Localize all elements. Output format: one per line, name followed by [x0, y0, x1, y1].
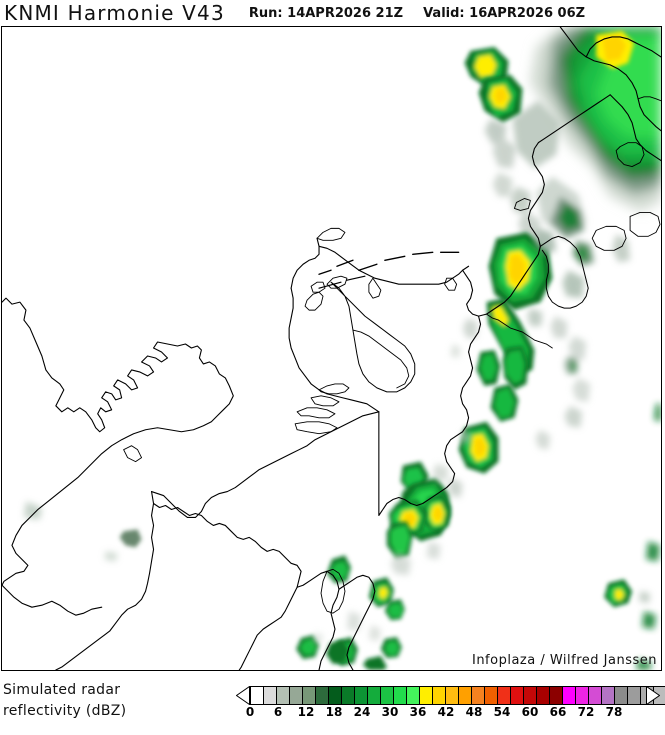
colorbar-left-arrow-icon — [236, 686, 250, 705]
header-bar: KNMI Harmonie V43 Run: 14APR2026 21Z Val… — [0, 0, 665, 26]
colorbar-tick: 30 — [381, 705, 399, 719]
colorbar-tick: 12 — [297, 705, 315, 719]
valid-timestamp: Valid: 16APR2026 06Z — [423, 5, 586, 21]
colorbar-cell — [550, 687, 563, 704]
coastline-layer — [2, 27, 661, 670]
colorbar-cell — [446, 687, 459, 704]
colorbar-cell — [407, 687, 420, 704]
colorbar-cell — [329, 687, 342, 704]
map-canvas — [2, 27, 661, 670]
colorbar-tick: 18 — [325, 705, 343, 719]
colorbar-tick: 0 — [245, 705, 255, 719]
colorbar-cell — [420, 687, 433, 704]
precipitation-layer — [23, 27, 661, 670]
colorbar-right-arrow-icon — [646, 686, 660, 705]
colorbar-cell — [537, 687, 550, 704]
colorbar-tick: 66 — [549, 705, 567, 719]
page-title: KNMI Harmonie V43 — [4, 1, 225, 25]
colorbar-cell — [615, 687, 628, 704]
colorbar[interactable]: 0 6 12 18 24 30 36 42 48 54 60 66 72 78 — [236, 686, 665, 726]
colorbar-cell — [524, 687, 537, 704]
colorbar-cell — [628, 687, 641, 704]
colorbar-tick: 42 — [437, 705, 455, 719]
colorbar-cell — [342, 687, 355, 704]
colorbar-cell — [381, 687, 394, 704]
colorbar-cell — [368, 687, 381, 704]
colorbar-tick: 54 — [493, 705, 511, 719]
legend-title: Simulated radar reflectivity (dBZ) — [3, 680, 126, 722]
colorbar-cell — [472, 687, 485, 704]
colorbar-tick: 72 — [577, 705, 595, 719]
colorbar-swatches[interactable] — [250, 686, 665, 705]
colorbar-tick: 24 — [353, 705, 371, 719]
colorbar-cell — [303, 687, 316, 704]
radar-map[interactable]: Infoplaza / Wilfred Janssen — [1, 26, 662, 671]
legend-title-line1: Simulated radar — [3, 682, 121, 698]
colorbar-cell — [602, 687, 615, 704]
colorbar-cell — [589, 687, 602, 704]
colorbar-cell — [355, 687, 368, 704]
colorbar-tick: 36 — [409, 705, 427, 719]
colorbar-cell — [316, 687, 329, 704]
colorbar-cell — [498, 687, 511, 704]
colorbar-cell — [511, 687, 524, 704]
colorbar-cell — [277, 687, 290, 704]
colorbar-tick: 48 — [465, 705, 483, 719]
colorbar-tick: 6 — [273, 705, 283, 719]
attribution-text: Infoplaza / Wilfred Janssen — [471, 653, 657, 668]
colorbar-tick: 60 — [521, 705, 539, 719]
colorbar-cell — [433, 687, 446, 704]
colorbar-cell — [251, 687, 264, 704]
colorbar-cell — [394, 687, 407, 704]
legend-panel: Simulated radar reflectivity (dBZ) 0 6 12 1… — [0, 678, 665, 735]
colorbar-cell — [290, 687, 303, 704]
colorbar-cell — [264, 687, 277, 704]
legend-title-line2: reflectivity (dBZ) — [3, 703, 127, 719]
colorbar-cell — [563, 687, 576, 704]
colorbar-cell — [576, 687, 589, 704]
colorbar-cell — [485, 687, 498, 704]
run-timestamp: Run: 14APR2026 21Z — [248, 5, 404, 21]
colorbar-tick: 78 — [605, 705, 623, 719]
colorbar-cell — [459, 687, 472, 704]
